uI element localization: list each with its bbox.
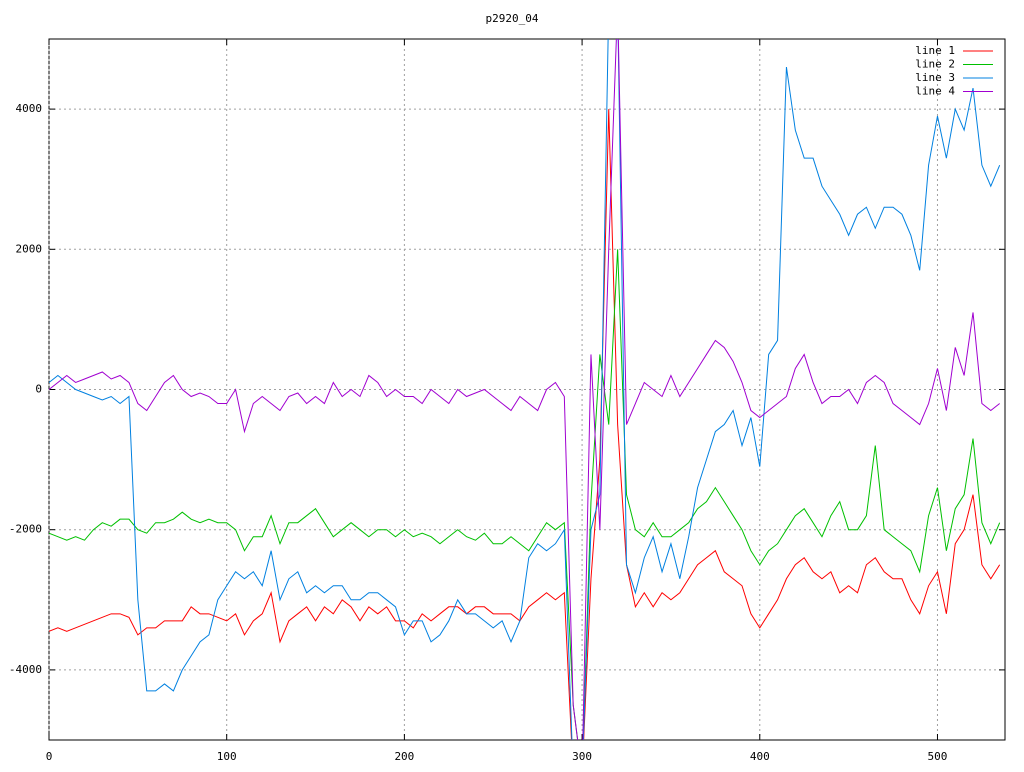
- y-tick-label: -2000: [9, 523, 42, 536]
- x-tick-label: 300: [572, 750, 592, 763]
- plot-border: [48, 38, 1006, 741]
- y-tick-label: 0: [35, 383, 42, 396]
- x-tick-label: 200: [394, 750, 414, 763]
- legend-label: line 1: [915, 44, 955, 57]
- legend-label: line 2: [915, 58, 955, 71]
- x-tick-label: 500: [928, 750, 948, 763]
- chart-title: p2920_04: [486, 12, 539, 25]
- x-tick-label: 0: [46, 750, 53, 763]
- data-line: [49, 249, 1001, 740]
- y-tick-label: 2000: [16, 242, 43, 255]
- x-tick-label: 400: [750, 750, 770, 763]
- legend-label: line 4: [915, 85, 955, 98]
- y-tick-label: 4000: [16, 102, 43, 115]
- y-tick-label: -4000: [9, 663, 42, 676]
- plot-area: [49, 39, 1001, 740]
- data-line: [49, 109, 1001, 740]
- x-tick-label: 100: [217, 750, 237, 763]
- data-line: [49, 39, 1000, 740]
- legend-label: line 3: [915, 71, 955, 84]
- data-line: [49, 39, 1001, 740]
